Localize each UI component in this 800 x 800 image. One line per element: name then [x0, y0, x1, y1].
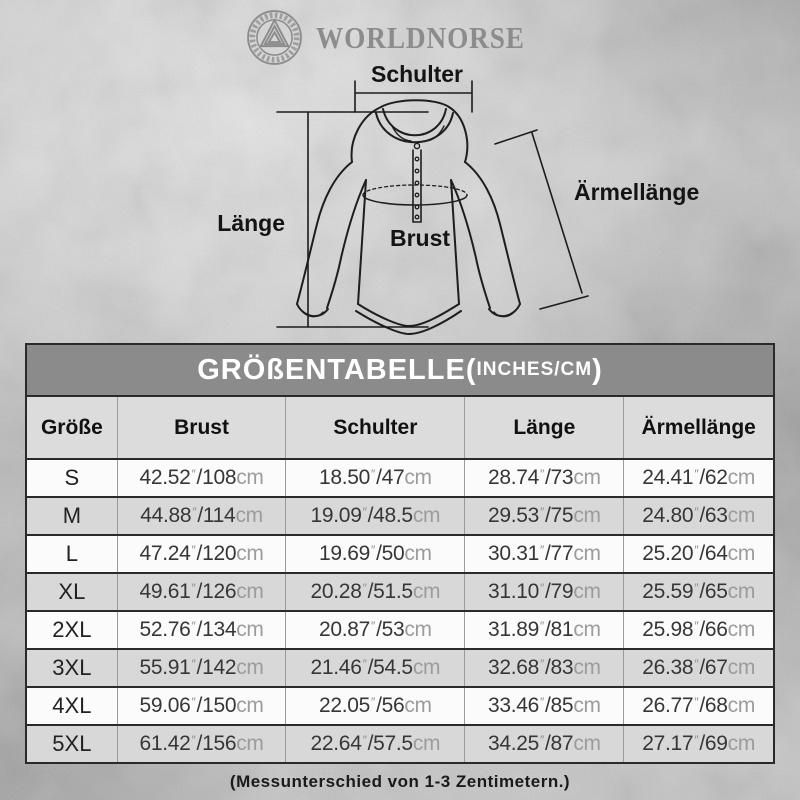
table-row-XL: XL 49.61″/126cm 20.28″/51.5cm 31.10″/79cm 25…	[27, 572, 773, 611]
left-sleeve-outer	[296, 161, 353, 305]
size-cell: 4XL	[27, 686, 118, 725]
measurement-cell: 22.05″/56cm	[285, 686, 465, 725]
measurement-cell: 25.20″/64cm	[623, 534, 773, 573]
size-table-title: GRÖßENTABELLE( INCHES/CM )	[27, 345, 773, 397]
measurement-cell: 18.50″/47cm	[285, 458, 465, 497]
top-button	[413, 142, 421, 150]
size-table-body: S 42.52″/108cm 18.50″/47cm 28.74″/73cm 24.41…	[27, 458, 773, 762]
measurement-cell: 19.09″/48.5cm	[285, 496, 465, 535]
measurement-cell: 25.59″/65cm	[623, 572, 773, 611]
table-row-S: S 42.52″/108cm 18.50″/47cm 28.74″/73cm 24.41…	[27, 458, 773, 497]
measurement-cell: 61.42″/156cm	[116, 724, 286, 762]
column-header-2: Schulter	[285, 397, 465, 459]
table-row-3XL: 3XL 55.91″/142cm 21.46″/54.5cm 32.68″/83cm 2…	[27, 648, 773, 687]
measurement-cell: 26.38″/67cm	[623, 648, 773, 687]
brand-header: WORLDNORSE	[0, 9, 800, 66]
measurement-cell: 42.52″/108cm	[116, 458, 286, 497]
measurement-cell: 31.89″/81cm	[464, 610, 624, 649]
measurement-cell: 44.88″/114cm	[116, 496, 286, 535]
column-header-0: Größe	[27, 397, 118, 459]
measurement-cell: 19.69″/50cm	[285, 534, 465, 573]
measurement-cell: 25.98″/66cm	[623, 610, 773, 649]
size-cell: M	[27, 496, 118, 535]
sleeve-label: Ärmellänge	[574, 179, 700, 205]
size-cell: 5XL	[27, 724, 118, 762]
measurement-cell: 33.46″/85cm	[464, 686, 624, 725]
measurement-cell: 55.91″/142cm	[116, 648, 286, 687]
hoodie-diagram	[276, 80, 589, 335]
hood-outline	[350, 99, 469, 163]
measurement-cell: 31.10″/79cm	[464, 572, 624, 611]
measurement-cell: 49.61″/126cm	[116, 572, 286, 611]
measurement-cell: 29.53″/75cm	[464, 496, 624, 535]
table-title-units: INCHES/CM	[476, 359, 593, 380]
size-table-header-row: Größe Brust Schulter Länge Ärmellänge	[27, 397, 773, 459]
column-header-3: Länge	[464, 397, 624, 459]
table-row-M: M 44.88″/114cm 19.09″/48.5cm 29.53″/75cm 24.…	[27, 496, 773, 535]
measurement-cell: 27.17″/69cm	[623, 724, 773, 762]
measurement-cell: 59.06″/150cm	[116, 686, 286, 725]
table-row-4XL: 4XL 59.06″/150cm 22.05″/56cm 33.46″/85cm 26.…	[27, 686, 773, 725]
placket-buttons	[414, 156, 420, 220]
size-cell: L	[27, 534, 118, 573]
valknut-emblem-icon	[247, 10, 303, 65]
measurement-disclaimer: (Messunterschied von 1-3 Zentimetern.)	[229, 772, 571, 791]
table-title-main: GRÖßENTABELLE(	[197, 353, 477, 386]
measurement-cell: 47.24″/120cm	[116, 534, 286, 573]
size-cell: 3XL	[27, 648, 118, 687]
length-label: Länge	[217, 210, 285, 236]
measurement-cell: 26.77″/68cm	[623, 686, 773, 725]
measurement-cell: 30.31″/77cm	[464, 534, 624, 573]
size-cell: 2XL	[27, 610, 118, 649]
measurement-cell: 24.41″/62cm	[623, 458, 773, 497]
table-title-close: )	[592, 353, 603, 386]
hood-opening-inner	[382, 108, 447, 137]
brand-name: WORLDNORSE	[316, 19, 526, 55]
hem-bottom	[355, 310, 462, 335]
size-table: GRÖßENTABELLE( INCHES/CM ) Größe Brust Sch…	[25, 343, 775, 764]
measurement-cell: 24.80″/63cm	[623, 496, 773, 535]
chest-label: Brust	[389, 225, 451, 251]
measurement-cell: 34.25″/87cm	[464, 724, 624, 762]
table-row-2XL: 2XL 52.76″/134cm 20.87″/53cm 31.89″/81cm 25.…	[27, 610, 773, 649]
measurement-cell: 52.76″/134cm	[116, 610, 286, 649]
shoulder-label: Schulter	[370, 61, 464, 87]
measurement-cell: 20.28″/51.5cm	[285, 572, 465, 611]
measurement-cell: 20.87″/53cm	[285, 610, 465, 649]
column-header-1: Brust	[116, 397, 286, 459]
size-cell: XL	[27, 572, 118, 611]
measurement-cell: 32.68″/83cm	[464, 648, 624, 687]
measurement-cell: 22.64″/57.5cm	[285, 724, 465, 762]
hood-opening-outer	[375, 112, 454, 144]
size-cell: S	[27, 458, 118, 497]
table-row-L: L 47.24″/120cm 19.69″/50cm 30.31″/77cm 25.20…	[27, 534, 773, 573]
column-header-4: Ärmellänge	[623, 397, 773, 459]
measurement-cell: 21.46″/54.5cm	[285, 648, 465, 687]
table-row-5XL: 5XL 61.42″/156cm 22.64″/57.5cm 34.25″/87cm 2…	[27, 724, 773, 762]
sleeve-measure-line	[494, 129, 589, 310]
measurement-cell: 28.74″/73cm	[464, 458, 624, 497]
